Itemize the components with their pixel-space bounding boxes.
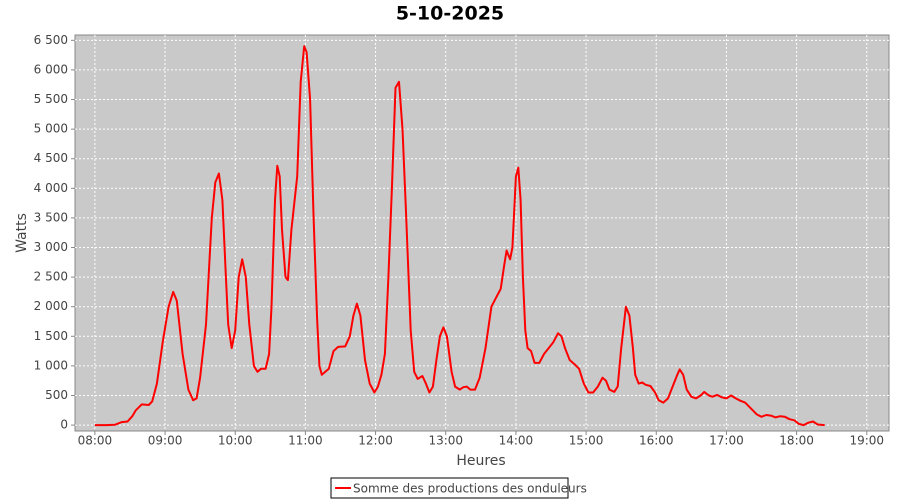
y-axis-label: Watts bbox=[14, 213, 30, 253]
chart-title: 5-10-2025 bbox=[396, 3, 504, 25]
x-tick-label: 10:00 bbox=[218, 434, 253, 448]
x-tick-label: 18:00 bbox=[779, 434, 814, 448]
x-tick-label: 09:00 bbox=[148, 434, 183, 448]
x-tick-label: 14:00 bbox=[499, 434, 534, 448]
series-line bbox=[94, 45, 825, 427]
x-tick-label: 08:00 bbox=[78, 434, 113, 448]
x-tick-label: 15:00 bbox=[569, 434, 604, 448]
y-tick-label: 1 000 bbox=[34, 358, 68, 372]
y-tick-label: 5 500 bbox=[34, 92, 68, 106]
y-tick-label: 2 500 bbox=[34, 270, 68, 284]
x-tick-label: 19:00 bbox=[849, 434, 884, 448]
x-tick-label: 11:00 bbox=[288, 434, 323, 448]
y-tick-label: 3 500 bbox=[34, 210, 68, 224]
y-tick-label: 3 000 bbox=[34, 240, 68, 254]
legend bbox=[330, 477, 569, 499]
y-tick-label: 6 000 bbox=[34, 62, 68, 76]
x-axis-label: Heures bbox=[456, 453, 505, 469]
y-tick-label: 0 bbox=[60, 418, 68, 432]
y-tick-label: 4 000 bbox=[34, 181, 68, 195]
plot-area bbox=[74, 34, 890, 432]
y-tick-label: 1 500 bbox=[34, 329, 68, 343]
y-tick-label: 5 000 bbox=[34, 122, 68, 136]
y-tick-label: 4 500 bbox=[34, 151, 68, 165]
y-tick-label: 500 bbox=[45, 388, 68, 402]
x-tick-label: 16:00 bbox=[639, 434, 674, 448]
x-tick-label: 17:00 bbox=[709, 434, 744, 448]
x-tick-label: 12:00 bbox=[358, 434, 393, 448]
x-tick-label: 13:00 bbox=[428, 434, 463, 448]
y-tick-label: 2 000 bbox=[34, 299, 68, 313]
legend-label: Somme des productions des onduleurs bbox=[353, 482, 587, 496]
y-tick-label: 6 500 bbox=[34, 33, 68, 47]
